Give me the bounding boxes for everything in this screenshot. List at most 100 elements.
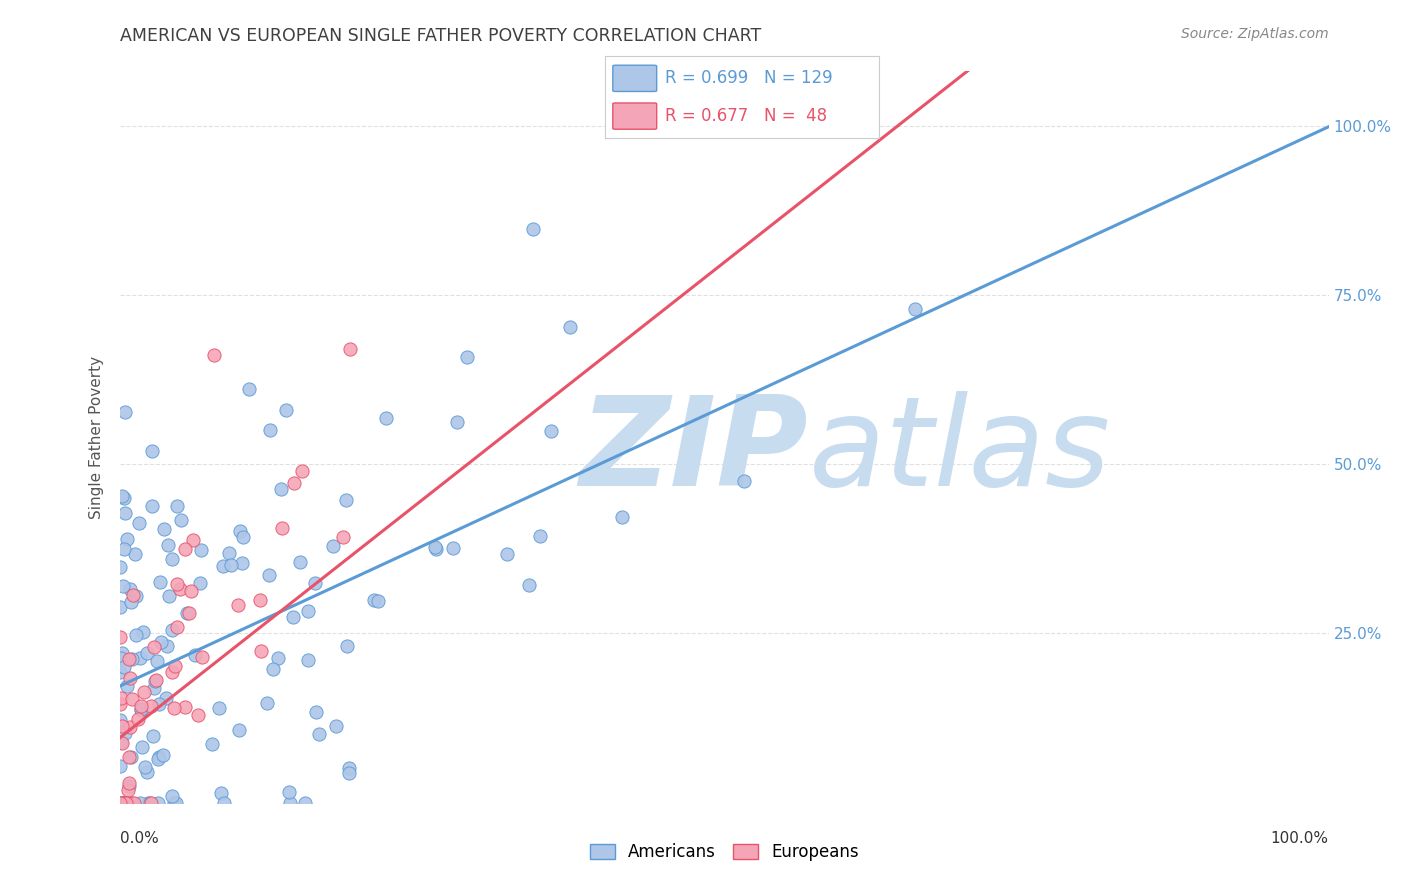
Point bbox=[218, 545, 240, 559]
Point bbox=[522, 221, 544, 235]
Text: AMERICAN VS EUROPEAN SINGLE FATHER POVERTY CORRELATION CHART: AMERICAN VS EUROPEAN SINGLE FATHER POVER… bbox=[120, 27, 761, 45]
Point bbox=[149, 575, 172, 590]
Point bbox=[177, 606, 200, 620]
Point bbox=[115, 796, 138, 810]
Point bbox=[129, 651, 152, 665]
Point bbox=[540, 424, 562, 438]
Point bbox=[122, 587, 145, 601]
Point bbox=[271, 521, 294, 535]
Point bbox=[108, 665, 131, 680]
Point bbox=[262, 662, 284, 676]
Point bbox=[219, 558, 242, 572]
Point bbox=[181, 533, 204, 547]
Point bbox=[132, 685, 155, 699]
Point bbox=[143, 673, 166, 688]
Point bbox=[322, 539, 344, 553]
Point bbox=[114, 796, 136, 810]
Point bbox=[169, 513, 191, 527]
Point bbox=[190, 576, 212, 591]
Text: R = 0.677   N =  48: R = 0.677 N = 48 bbox=[665, 107, 827, 125]
Point bbox=[111, 578, 134, 592]
Point bbox=[332, 530, 354, 544]
Point bbox=[115, 533, 138, 547]
Point bbox=[110, 599, 132, 614]
Point bbox=[297, 604, 319, 618]
Point bbox=[560, 320, 582, 334]
Point bbox=[283, 475, 305, 490]
Point bbox=[108, 560, 131, 574]
Point bbox=[257, 568, 280, 582]
Point bbox=[160, 665, 183, 679]
Point bbox=[238, 383, 260, 397]
Point bbox=[111, 796, 134, 810]
Point bbox=[134, 760, 156, 774]
Point bbox=[141, 444, 163, 458]
Point bbox=[114, 796, 136, 810]
Point bbox=[122, 796, 145, 810]
Point bbox=[180, 583, 202, 598]
Point bbox=[174, 700, 197, 714]
Point bbox=[202, 348, 225, 362]
Point bbox=[112, 541, 135, 556]
Point bbox=[120, 750, 142, 764]
Point bbox=[529, 528, 551, 542]
Point bbox=[163, 701, 186, 715]
Point bbox=[111, 796, 134, 810]
Point bbox=[267, 651, 290, 665]
Point bbox=[142, 729, 165, 743]
Point bbox=[145, 673, 167, 687]
Point bbox=[165, 658, 187, 673]
Point bbox=[129, 703, 152, 717]
Point bbox=[139, 796, 162, 810]
Point bbox=[114, 725, 136, 739]
Point bbox=[160, 623, 183, 637]
Point bbox=[160, 789, 183, 804]
Point bbox=[142, 640, 165, 654]
Point bbox=[446, 415, 468, 429]
Point bbox=[191, 649, 214, 664]
Point bbox=[166, 499, 188, 513]
Point bbox=[163, 796, 186, 810]
Point bbox=[128, 796, 150, 810]
Point bbox=[111, 646, 134, 660]
Point bbox=[117, 750, 139, 764]
Point bbox=[114, 796, 136, 810]
Point bbox=[231, 557, 253, 571]
Point bbox=[456, 350, 478, 364]
Point bbox=[127, 712, 149, 726]
Point bbox=[159, 589, 181, 603]
Y-axis label: Single Father Poverty: Single Father Poverty bbox=[89, 356, 104, 518]
Point bbox=[108, 697, 131, 711]
Text: atlas: atlas bbox=[808, 392, 1111, 512]
Point bbox=[288, 555, 311, 569]
Point bbox=[495, 547, 517, 561]
Point bbox=[176, 606, 198, 620]
Point bbox=[128, 516, 150, 530]
Point bbox=[169, 582, 191, 596]
Point bbox=[305, 705, 328, 719]
Point bbox=[733, 475, 755, 489]
Point bbox=[212, 796, 235, 810]
Point bbox=[112, 796, 135, 810]
Text: Source: ZipAtlas.com: Source: ZipAtlas.com bbox=[1181, 27, 1329, 41]
Point bbox=[112, 491, 135, 505]
Point bbox=[110, 734, 132, 748]
Point bbox=[110, 651, 132, 665]
Point bbox=[131, 698, 153, 713]
Point bbox=[150, 635, 173, 649]
Point bbox=[118, 652, 141, 666]
Point bbox=[111, 489, 134, 503]
Point bbox=[375, 410, 398, 425]
Point bbox=[125, 589, 148, 603]
Point bbox=[249, 644, 271, 658]
Point bbox=[226, 598, 249, 612]
FancyBboxPatch shape bbox=[613, 65, 657, 92]
Point bbox=[111, 719, 134, 733]
Point bbox=[111, 796, 134, 810]
Point bbox=[190, 542, 212, 557]
Point bbox=[304, 575, 326, 590]
Point bbox=[363, 592, 385, 607]
Text: ZIP: ZIP bbox=[579, 392, 807, 512]
Point bbox=[200, 737, 222, 751]
Point bbox=[337, 765, 360, 780]
